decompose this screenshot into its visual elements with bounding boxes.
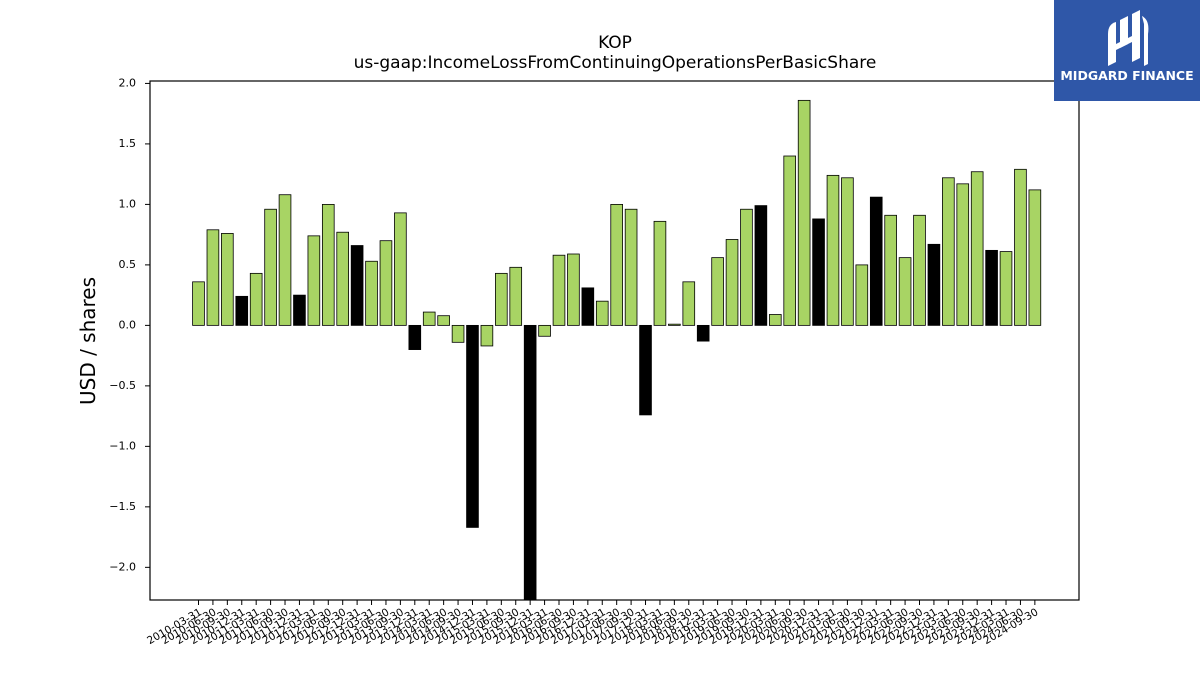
y-axis: 2.0 1.5 1.0 0.5 0.0 −0.5 −1.0 −1.5 −2.0 [109, 76, 150, 573]
bar-2022-12-31 [927, 243, 941, 326]
y-tick-label: 1.0 [119, 197, 137, 210]
bar-2018-03-31 [653, 220, 667, 326]
bar-2021-09-30 [855, 264, 869, 326]
bar-2019-09-30 [740, 208, 753, 326]
bar-2016-03-31 [538, 324, 551, 337]
bar-2023-03-31 [942, 177, 955, 326]
bar-2013-09-30 [394, 212, 407, 326]
bar-2016-09-30 [567, 253, 580, 326]
bar-2023-12-31 [985, 249, 998, 326]
bar-2024-09-30 [1028, 189, 1042, 326]
bar-2018-09-30 [682, 281, 696, 326]
bar-2018-06-30 [668, 323, 681, 326]
bar-2011-12-31 [293, 294, 306, 326]
bar-2019-06-30 [725, 239, 739, 326]
bar-2010-06-30 [206, 229, 220, 326]
bar-2019-03-31 [711, 257, 724, 326]
bar-2018-12-31 [696, 324, 710, 342]
bar-2022-06-30 [898, 257, 912, 326]
midgard-finance-logo: MIDGARD FINANCE [1054, 0, 1200, 101]
bar-2024-03-31 [999, 251, 1013, 326]
bar-2015-09-30 [509, 266, 523, 326]
bar-2011-06-30 [264, 208, 277, 326]
bar-2021-12-31 [869, 196, 883, 326]
bar-2010-12-31 [235, 295, 249, 326]
bar-2017-09-30 [624, 208, 638, 326]
bar-2020-03-31 [769, 314, 782, 326]
bar-2017-06-30 [610, 203, 623, 326]
logo-text: MIDGARD FINANCE [1060, 68, 1194, 83]
plot-frame [149, 80, 1080, 601]
bar-2010-09-30 [221, 233, 234, 326]
bar-2014-09-30 [451, 324, 465, 343]
y-tick-label: −1.5 [109, 500, 136, 513]
bar-2017-12-31 [639, 324, 652, 416]
bar-2021-03-31 [826, 174, 840, 326]
bar-2022-03-31 [884, 214, 897, 326]
bar-2011-09-30 [278, 194, 292, 326]
y-tick-label: −1.0 [109, 439, 136, 452]
bar-2019-12-31 [754, 205, 768, 326]
bar-2021-06-30 [841, 177, 854, 326]
bar-2011-03-31 [249, 272, 263, 326]
y-tick-label: −0.5 [109, 379, 136, 392]
bar-2015-12-31 [523, 324, 537, 601]
bar-2012-06-30 [321, 203, 335, 326]
bar-2024-06-30 [1014, 168, 1027, 326]
x-axis: 2010-03-312010-06-302010-09-302010-12-31… [145, 600, 1040, 647]
y-tick-label: −2.0 [109, 560, 136, 573]
chart-subtitle: us-gaap:IncomeLossFromContinuingOperatio… [354, 53, 877, 73]
y-tick-label: 0.5 [119, 258, 137, 271]
y-tick-label: 1.5 [119, 137, 137, 150]
bar-2020-09-30 [797, 99, 811, 326]
bar-2023-09-30 [970, 171, 984, 326]
midgard-m-logo-icon [1108, 10, 1149, 66]
bar-2015-03-31 [480, 324, 494, 347]
bar-2013-03-31 [365, 260, 378, 326]
bar-2022-09-30 [913, 214, 926, 326]
bars-group [192, 99, 1042, 601]
chart-title: KOP [598, 33, 632, 53]
bar-2014-12-31 [466, 324, 479, 528]
bar-2015-06-30 [495, 272, 508, 326]
bar-2013-12-31 [408, 324, 422, 350]
y-tick-label: 0.0 [119, 318, 137, 331]
y-axis-label: USD / shares [76, 277, 100, 405]
bar-2017-03-31 [595, 300, 609, 326]
y-tick-label: 2.0 [119, 76, 137, 89]
bar-2013-06-30 [379, 240, 393, 326]
bar-2020-06-30 [783, 155, 797, 326]
bar-2012-12-31 [350, 245, 364, 326]
bar-2014-06-30 [437, 315, 450, 326]
bar-2014-03-31 [422, 311, 436, 326]
bar-2020-12-31 [812, 218, 825, 326]
bar-2012-03-31 [307, 235, 321, 326]
bar-2010-03-31 [192, 281, 205, 326]
bar-2023-06-30 [956, 183, 970, 326]
bar-2012-09-30 [336, 231, 349, 326]
bar-2016-12-31 [581, 287, 595, 326]
bar-2016-06-30 [552, 254, 566, 326]
